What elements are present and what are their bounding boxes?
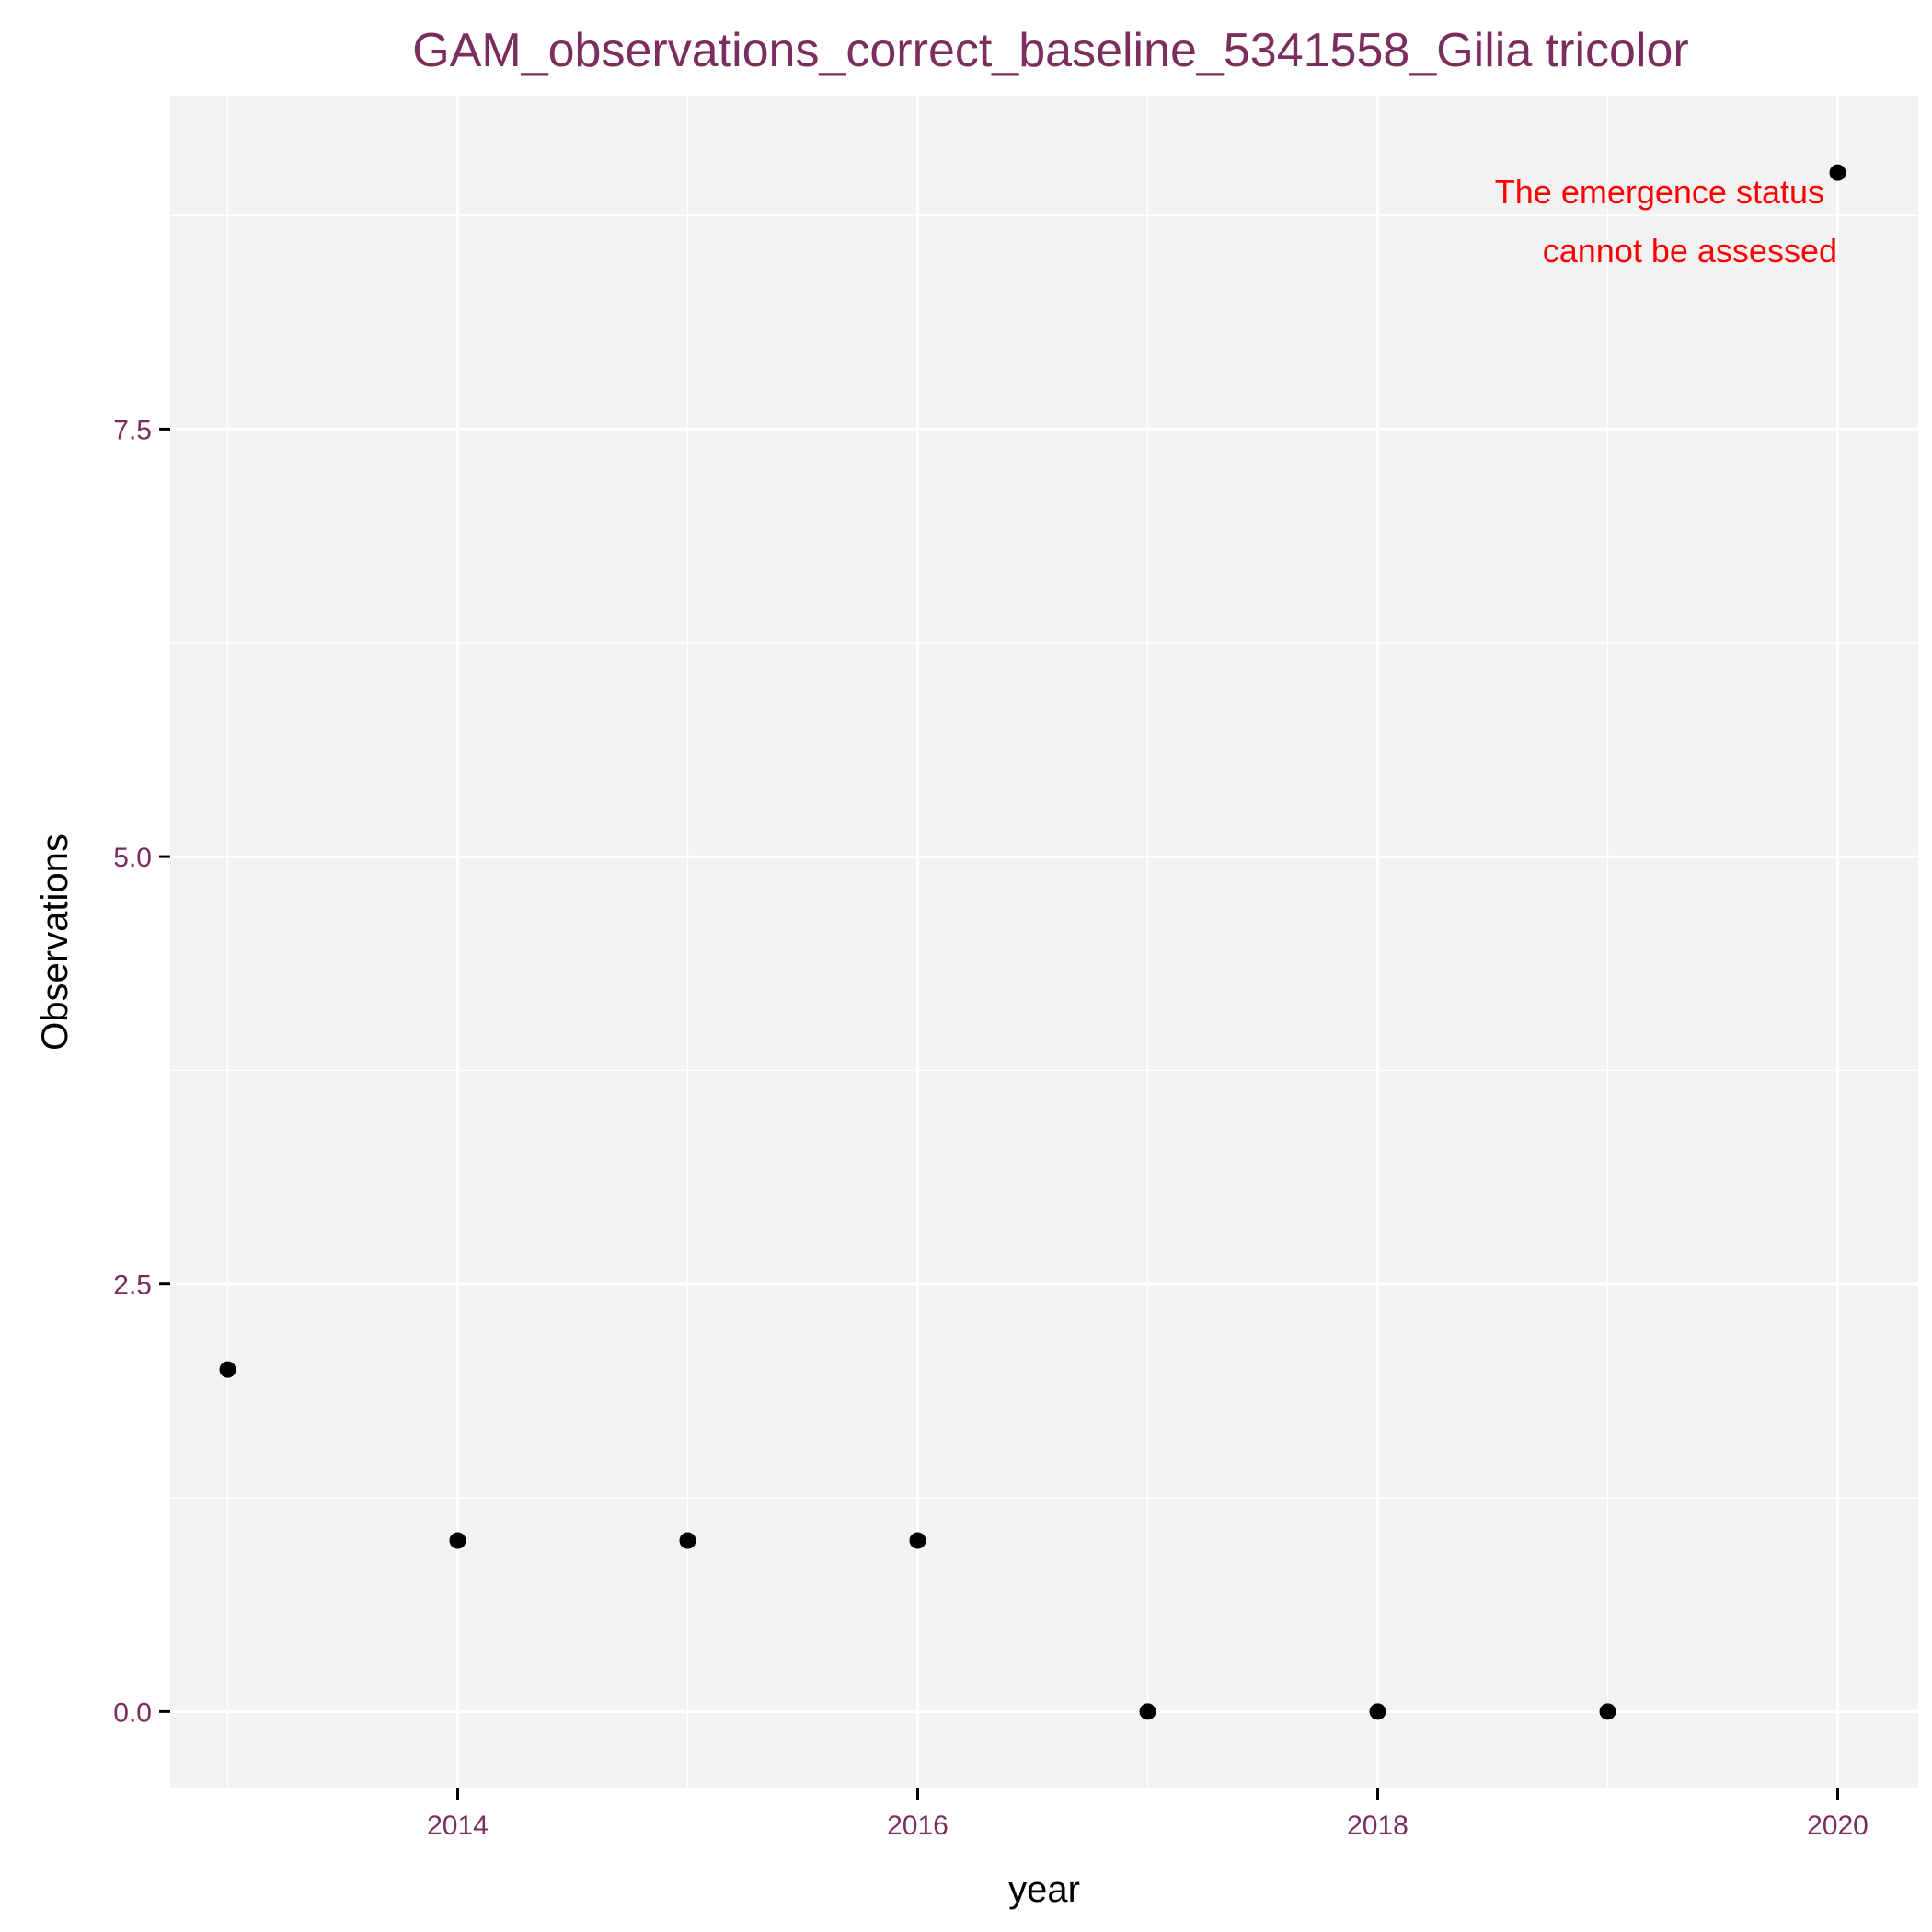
data-point xyxy=(909,1532,926,1549)
data-point xyxy=(1829,164,1846,181)
annotation-line-1: The emergence status xyxy=(1495,173,1824,211)
x-axis-label: year xyxy=(1008,1869,1080,1910)
plot-panel xyxy=(170,96,1918,1788)
minor-gridlines xyxy=(170,96,1918,1788)
y-axis-label: Observations xyxy=(35,834,75,1051)
data-point xyxy=(679,1532,696,1549)
data-point xyxy=(1599,1703,1616,1720)
y-tick-label: 0.0 xyxy=(113,1697,152,1728)
data-point xyxy=(449,1532,466,1549)
x-tick-label: 2016 xyxy=(887,1811,949,1841)
y-tick-label: 7.5 xyxy=(113,415,152,445)
y-tick-label: 5.0 xyxy=(113,843,152,873)
x-tick-label: 2014 xyxy=(427,1811,489,1841)
y-tick-label: 2.5 xyxy=(113,1271,152,1301)
data-points xyxy=(219,164,1846,1720)
data-point xyxy=(1369,1703,1386,1720)
major-gridlines xyxy=(170,96,1918,1788)
chart-title: GAM_observations_correct_baseline_534155… xyxy=(412,24,1688,77)
annotation-line-2: cannot be assessed xyxy=(1543,232,1837,270)
data-point xyxy=(219,1361,236,1378)
y-axis: 0.0 2.5 5.0 7.5 xyxy=(113,415,170,1728)
data-point xyxy=(1139,1703,1156,1720)
x-axis: 2014 2016 2018 2020 xyxy=(427,1788,1869,1841)
x-tick-label: 2020 xyxy=(1807,1811,1869,1841)
x-tick-label: 2018 xyxy=(1347,1811,1409,1841)
